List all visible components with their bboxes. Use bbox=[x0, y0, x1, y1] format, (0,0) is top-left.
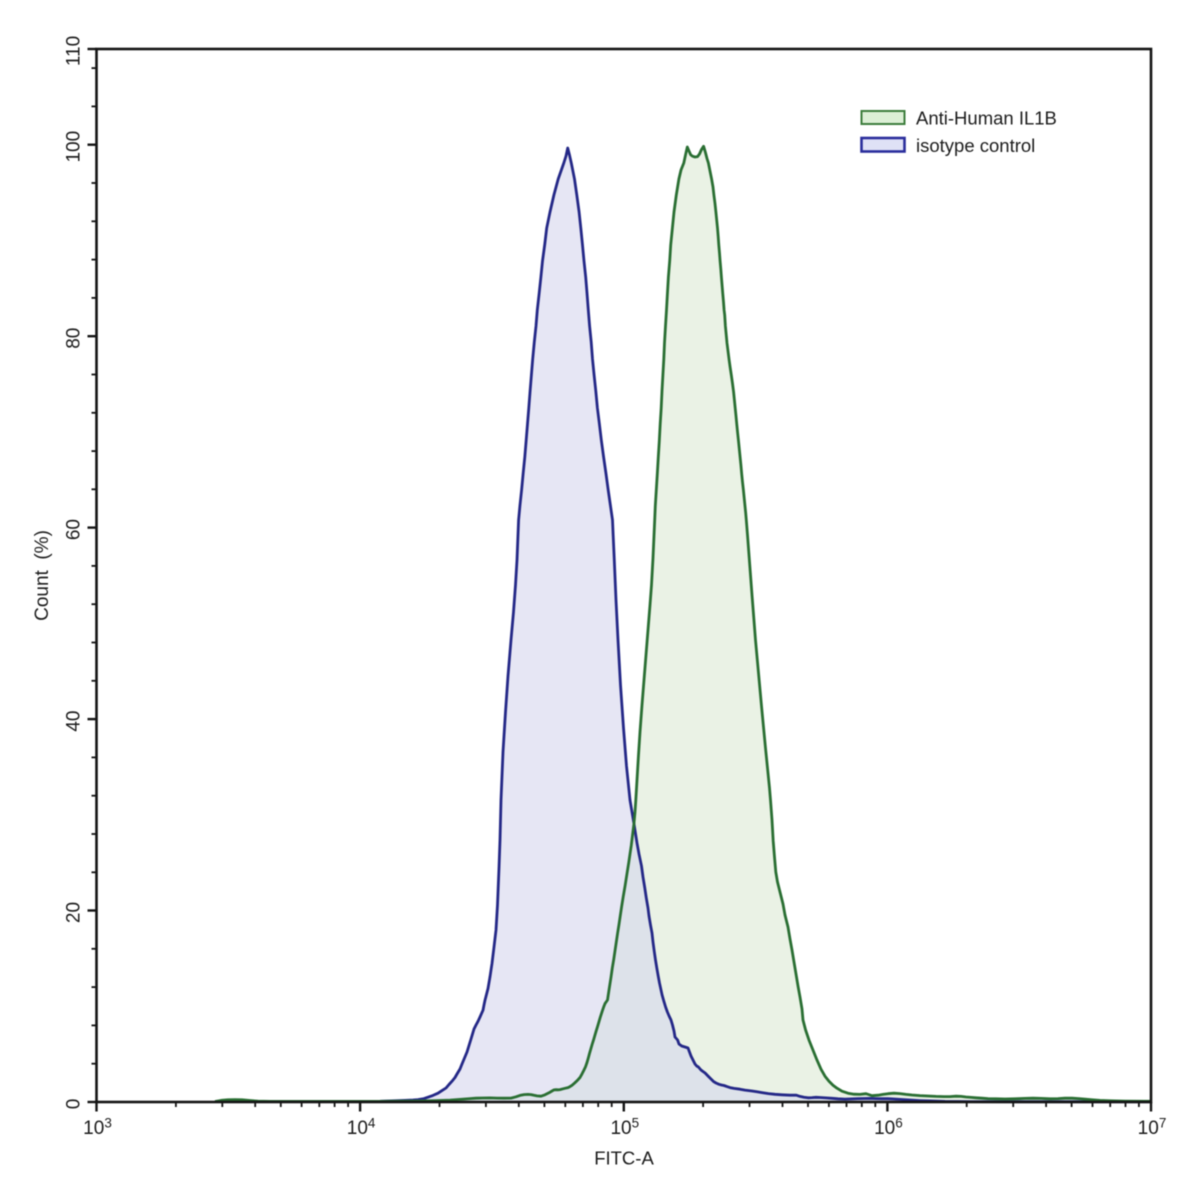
svg-text:0: 0 bbox=[64, 1099, 85, 1110]
svg-text:60: 60 bbox=[64, 519, 85, 540]
svg-text:40: 40 bbox=[64, 711, 85, 732]
svg-text:isotype control: isotype control bbox=[916, 135, 1035, 156]
svg-text:80: 80 bbox=[64, 328, 85, 349]
svg-text:20: 20 bbox=[64, 902, 85, 923]
svg-text:FITC-A: FITC-A bbox=[594, 1148, 654, 1169]
svg-text:100: 100 bbox=[64, 131, 85, 163]
svg-text:Count (%): Count (%) bbox=[32, 530, 53, 621]
svg-text:110: 110 bbox=[64, 36, 85, 66]
svg-text:Anti-Human IL1B: Anti-Human IL1B bbox=[916, 108, 1057, 129]
